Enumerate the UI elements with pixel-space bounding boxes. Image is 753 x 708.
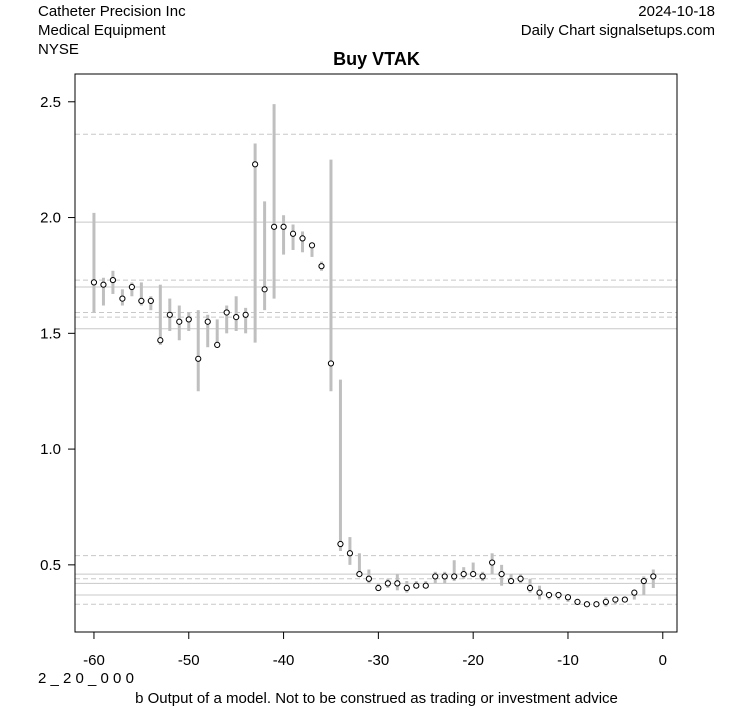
close-point	[337, 540, 344, 548]
range-bars	[92, 104, 655, 607]
close-point	[593, 601, 600, 608]
close-point	[280, 223, 287, 230]
close-point	[100, 281, 107, 288]
x-tick-label: -20	[462, 652, 484, 669]
close-point	[640, 577, 647, 585]
close-point	[432, 573, 439, 580]
close-point	[631, 589, 638, 596]
close-point	[621, 596, 628, 603]
close-point	[403, 584, 410, 592]
close-point	[384, 580, 391, 587]
close-point	[128, 283, 135, 291]
company-name: Catheter Precision Inc	[38, 3, 186, 20]
close-point	[365, 575, 372, 582]
close-point	[498, 571, 505, 578]
close-point	[346, 550, 354, 557]
close-point	[422, 582, 429, 589]
close-point	[602, 598, 609, 606]
exchange-label: NYSE	[38, 41, 79, 58]
footer-code: 2 _ 2 0 _ 0 0 0	[38, 670, 134, 687]
x-tick-label: 0	[659, 652, 667, 669]
close-point	[223, 309, 230, 316]
close-point	[451, 573, 458, 580]
close-point	[612, 596, 619, 603]
close-point	[299, 235, 306, 242]
close-point	[356, 571, 363, 578]
sector-label: Medical Equipment	[38, 22, 166, 39]
close-point	[583, 601, 591, 608]
close-point	[526, 584, 534, 592]
close-point	[252, 161, 259, 168]
close-point	[90, 279, 98, 286]
disclaimer: b Output of a model. Not to be construed…	[135, 690, 618, 707]
y-tick-label: 2.0	[40, 210, 61, 227]
y-tick-label: 1.0	[40, 441, 61, 458]
close-point	[413, 582, 420, 589]
close-point	[375, 584, 382, 592]
close-point	[394, 580, 401, 587]
close-point	[507, 577, 515, 585]
close-point	[195, 355, 202, 362]
close-point	[289, 230, 297, 237]
close-point	[517, 575, 524, 582]
close-point	[327, 360, 335, 367]
y-tick-label: 1.5	[40, 325, 61, 342]
close-point	[318, 263, 325, 270]
close-points	[90, 161, 657, 608]
close-point	[574, 598, 581, 606]
chart-date: 2024-10-18	[638, 3, 715, 20]
close-point	[147, 297, 154, 305]
close-point	[470, 571, 477, 578]
y-tick-label: 2.5	[40, 94, 61, 111]
close-point	[204, 318, 211, 325]
plot-frame	[74, 73, 678, 633]
close-point	[119, 295, 126, 302]
close-point	[214, 341, 221, 348]
x-tick-label: -40	[273, 652, 295, 669]
chart-title: Buy VTAK	[333, 49, 420, 69]
y-tick-label: 0.5	[40, 557, 61, 574]
close-point	[650, 573, 657, 580]
close-point	[270, 223, 278, 230]
close-point	[545, 591, 553, 599]
close-point	[166, 311, 173, 318]
chart-source: Daily Chart signalsetups.com	[520, 22, 715, 39]
close-point	[157, 337, 164, 344]
close-point	[242, 311, 249, 318]
close-point	[308, 242, 316, 249]
close-point	[109, 276, 117, 284]
close-point	[185, 316, 192, 323]
x-tick-label: -60	[83, 652, 105, 669]
close-point	[564, 594, 572, 601]
axes: -60 -50 -40 -30 -20 -10 0 0.5 1.0 1.5 2.0 2.5	[40, 94, 667, 669]
close-point	[261, 286, 268, 293]
level-lines	[75, 133, 677, 605]
close-point	[176, 318, 183, 325]
close-point	[233, 314, 240, 321]
x-tick-label: -50	[178, 652, 200, 669]
x-tick-label: -10	[557, 652, 579, 669]
close-point	[441, 573, 448, 580]
close-point	[489, 559, 496, 566]
close-point	[138, 297, 145, 305]
close-point	[555, 591, 562, 599]
close-point	[479, 573, 486, 580]
close-point	[536, 589, 543, 596]
close-point	[460, 571, 467, 578]
x-tick-label: -30	[368, 652, 390, 669]
